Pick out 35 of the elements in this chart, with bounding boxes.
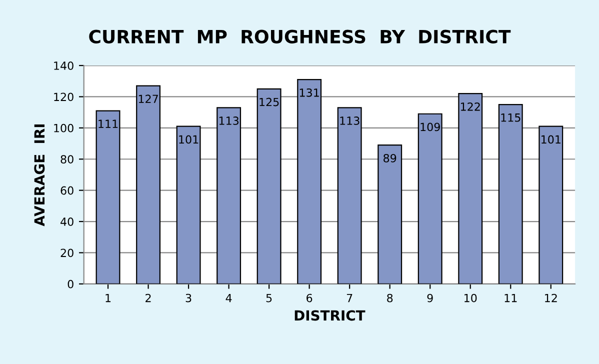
x-tick-label: 12 [545, 294, 557, 302]
y-tick-label: 60 [60, 186, 74, 195]
x-tick-label: 7 [346, 294, 352, 302]
y-tick-label: 140 [54, 61, 74, 70]
data-label: 101 [542, 135, 560, 144]
data-label: 122 [460, 102, 480, 111]
data-label: 127 [138, 94, 158, 103]
data-label: 113 [340, 116, 360, 125]
data-label: 111 [98, 120, 118, 128]
x-tick-label: 4 [226, 294, 232, 302]
data-label: 101 [179, 135, 198, 144]
x-axis-title: DISTRICT [294, 310, 366, 321]
chart-title: CURRENT MP ROUGHNESS BY DISTRICT [89, 30, 511, 44]
data-label: 131 [300, 88, 319, 97]
data-label: 125 [260, 98, 279, 106]
data-label: 89 [384, 154, 396, 162]
y-tick-label: 120 [54, 92, 74, 102]
x-tick-label: 10 [464, 294, 477, 302]
x-tick-label: 9 [427, 294, 433, 302]
x-tick-label: 6 [306, 294, 312, 302]
data-label: 109 [420, 122, 440, 132]
x-tick-label: 1 [106, 294, 111, 302]
y-tick-label: 40 [60, 217, 74, 226]
x-tick-label: 5 [266, 294, 272, 302]
y-tick-label: 80 [60, 155, 74, 164]
x-tick-label: 11 [504, 294, 517, 302]
x-tick-label: 3 [186, 294, 192, 302]
x-tick-label: 2 [146, 294, 151, 302]
y-axis-title: AVERAGE IRI [34, 124, 45, 226]
y-tick-label: 0 [68, 280, 74, 288]
data-label: 115 [501, 114, 520, 122]
x-tick-label: 8 [387, 294, 393, 302]
y-tick-label: 20 [60, 248, 74, 258]
y-tick-label: 100 [54, 124, 74, 132]
data-label: 113 [219, 116, 239, 125]
